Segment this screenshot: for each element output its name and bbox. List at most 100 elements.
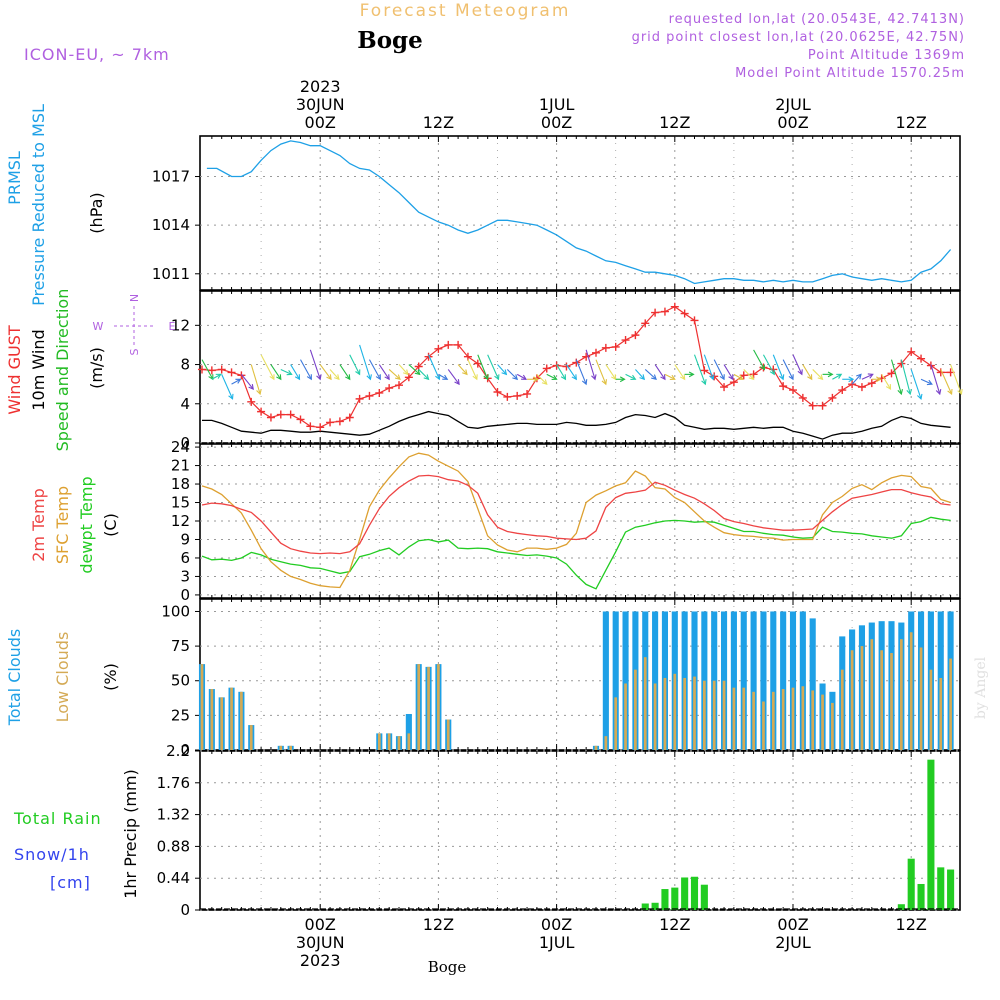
wind-arrow-head [759,364,765,371]
station-name: Boge [357,27,423,54]
low-cloud-bar [634,669,637,750]
wind-arrow-head [235,378,242,384]
wind-gust-marker [198,365,206,374]
wind-gust-marker [867,379,876,388]
low-cloud-bar [210,689,214,750]
low-cloud-bar [240,691,243,750]
bottom-time-label: 00Z [541,915,572,934]
wind-arrow-head [827,371,834,378]
wind-direction-arrow [920,378,933,385]
y-axis-label: 10m Wind [29,329,48,410]
wind-arrow-head [326,374,332,381]
wind-arrow-head [778,374,785,381]
wind-direction-arrow [910,369,922,400]
low-cloud-bar [732,687,736,750]
y-axis-label: Low Clouds [53,632,72,723]
wind-gust-marker [296,415,305,424]
wind-arrow-head [867,373,874,379]
wind-arrow-head [769,369,775,376]
wind-direction-arrow [467,359,478,380]
low-cloud-bar [377,733,381,750]
wind-gust-marker [345,413,354,422]
low-cloud-bar [220,697,224,750]
wind-gust-marker [454,340,463,349]
low-cloud-bar [811,690,815,750]
precip-bar [907,858,915,910]
wind-direction-arrow [723,364,734,380]
total-cloud-bar [789,611,797,750]
low-cloud-bar [929,669,933,750]
wind-direction-arrow [329,369,340,380]
wind-direction-arrow [575,359,587,385]
wind-arrow-head [788,374,794,381]
panel-frame [199,290,961,444]
wind-direction-arrow [339,364,351,380]
wind-direction-arrow [408,364,421,375]
wind-arrow-head [494,374,500,381]
wind-gust-marker [749,370,758,379]
wind-direction-arrow [487,354,499,380]
precipitation-panel: 0 0.44 0.88 1.32 1.76 2.2 Total Rain Snow/1h [cm… [13,742,961,919]
precip-bar [661,889,669,910]
low-cloud-bar [279,745,283,750]
wind-arrow-head [701,379,707,386]
precip-bar [947,869,955,910]
wind-direction-arrow [280,368,292,375]
wind-direction-arrow [890,359,902,395]
bottom-time-label: 2023 [300,951,341,970]
wind-arrow-head [817,374,824,381]
wind-arrow-head [334,374,340,381]
y-tick-label: 1014 [152,216,190,234]
y-tick-label: 24 [171,438,190,456]
total-cloud-bar [750,611,757,750]
wind-arrow-head [807,374,813,381]
low-cloud-bar [909,632,913,750]
wind-direction-arrow [792,354,803,375]
wind-arrow-head [619,376,626,383]
wind-gust-marker [266,413,275,422]
total-cloud-bar [612,611,619,750]
low-cloud-bar [712,680,716,750]
low-cloud-bar [742,687,746,750]
wind-arrow-head [551,374,558,380]
compass-east: E [169,320,176,333]
wind-arrow-head [414,369,421,376]
y-axis-label: Pressure Reduced to MSL [29,104,48,306]
wind-direction-arrow [654,364,666,380]
low-cloud-bar [840,669,844,750]
wind-arrow-head [483,374,489,381]
top-time-label: 30JUN [296,95,345,114]
wind-direction-arrow [438,373,448,380]
wind-direction-arrow [743,369,754,380]
wind-gust-marker [729,378,738,387]
wind-arrow-head [366,374,372,381]
low-cloud-bar [437,664,440,750]
wind-gust-marker [887,369,896,378]
wind-arrow-head [286,370,293,376]
wind-gust-marker [660,307,669,316]
wind-direction-arrow [240,374,254,390]
total-cloud-bar [799,611,806,750]
precip-legend-label: Total Rain [13,809,102,828]
wind-arrow-head [581,379,588,386]
wind-direction-arrow [625,373,636,380]
wind-direction-arrow [881,374,891,390]
low-cloud-bar [446,719,450,750]
point-altitude: Point Altitude 1369m [808,48,965,63]
y-tick-label: 1011 [152,265,190,283]
wind-direction-arrow [231,378,241,385]
credit-watermark: by Angel [973,656,989,719]
precip-legend-label: Snow/1h [14,845,90,864]
wind-direction-arrow [832,373,842,380]
wind-direction-arrow [378,364,390,380]
y-tick-label: 75 [171,637,190,655]
wind-direction-arrow [447,369,460,385]
wind-direction-arrow [812,369,823,380]
wind-arrow-head [375,374,381,381]
wind-gust-marker [493,388,502,397]
wind-gust-marker [434,344,443,353]
wind-arrow-head [402,369,409,376]
bottom-time-label: 1JUL [539,933,575,952]
y-tick-label: 1.76 [157,774,190,792]
wind-arrow-head [897,388,903,396]
